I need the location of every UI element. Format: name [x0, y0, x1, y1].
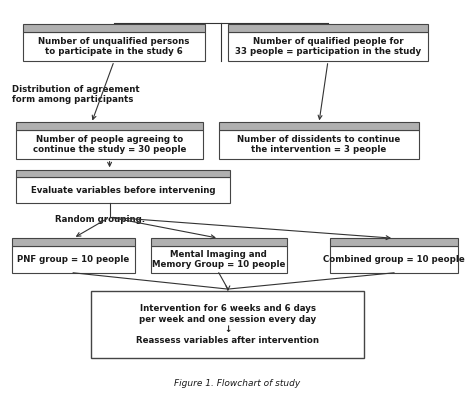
Text: Random grouping.: Random grouping.: [55, 215, 145, 224]
FancyBboxPatch shape: [228, 24, 428, 33]
FancyBboxPatch shape: [219, 130, 419, 159]
FancyBboxPatch shape: [12, 238, 135, 246]
FancyBboxPatch shape: [228, 33, 428, 61]
FancyBboxPatch shape: [151, 246, 287, 273]
FancyBboxPatch shape: [23, 33, 205, 61]
FancyBboxPatch shape: [16, 177, 230, 203]
FancyBboxPatch shape: [16, 130, 203, 159]
Text: Figure 1. Flowchart of study: Figure 1. Flowchart of study: [174, 379, 300, 388]
FancyBboxPatch shape: [91, 291, 365, 358]
FancyBboxPatch shape: [12, 246, 135, 273]
Text: Number of qualified people for
33 people = participation in the study: Number of qualified people for 33 people…: [235, 37, 421, 56]
Text: PNF group = 10 people: PNF group = 10 people: [17, 255, 129, 264]
Text: Mental Imaging and
Memory Group = 10 people: Mental Imaging and Memory Group = 10 peo…: [152, 250, 285, 269]
FancyBboxPatch shape: [23, 24, 205, 33]
Text: Number of unqualified persons
to participate in the study 6: Number of unqualified persons to partici…: [38, 37, 190, 56]
FancyBboxPatch shape: [151, 238, 287, 246]
Text: Number of dissidents to continue
the intervention = 3 people: Number of dissidents to continue the int…: [237, 135, 401, 154]
FancyBboxPatch shape: [219, 122, 419, 130]
FancyBboxPatch shape: [16, 170, 230, 177]
FancyBboxPatch shape: [330, 246, 458, 273]
Text: Combined group = 10 people: Combined group = 10 people: [323, 255, 465, 264]
Text: Distribution of agreement
form among participants: Distribution of agreement form among par…: [12, 85, 139, 104]
Text: Number of people agreeing to
continue the study = 30 people: Number of people agreeing to continue th…: [33, 135, 186, 154]
FancyBboxPatch shape: [16, 122, 203, 130]
Text: Evaluate variables before intervening: Evaluate variables before intervening: [31, 186, 216, 195]
Text: Intervention for 6 weeks and 6 days
per week and one session every day
↓
Reasses: Intervention for 6 weeks and 6 days per …: [137, 304, 319, 345]
FancyBboxPatch shape: [330, 238, 458, 246]
